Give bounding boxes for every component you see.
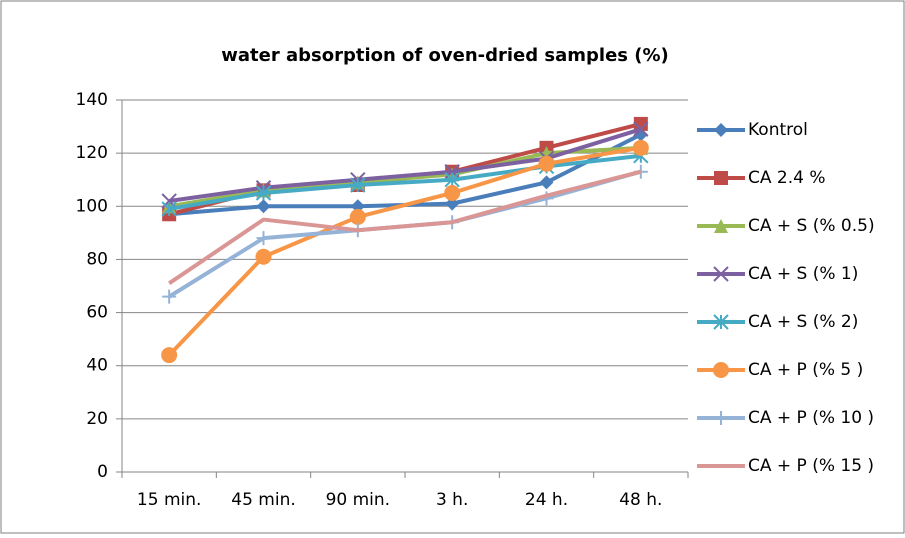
marker xyxy=(633,140,649,156)
marker xyxy=(444,185,460,201)
legend-label: CA + S (% 2) xyxy=(748,312,858,332)
legend-label: CA + P (% 10 ) xyxy=(748,408,874,428)
legend-label: CA + P (% 5 ) xyxy=(748,360,863,380)
legend-label: Kontrol xyxy=(748,120,808,140)
y-tick-label: 60 xyxy=(86,303,108,323)
x-tick-label: 3 h. xyxy=(436,490,468,510)
legend-label: CA + P (% 15 ) xyxy=(748,456,874,476)
marker xyxy=(539,156,555,172)
x-tick-label: 90 min. xyxy=(326,490,391,510)
legend-label: CA + S (% 1) xyxy=(748,264,858,284)
x-tick-label: 45 min. xyxy=(231,490,296,510)
x-tick-label: 15 min. xyxy=(137,490,202,510)
chart-title: water absorption of oven-dried samples (… xyxy=(221,45,669,66)
y-tick-label: 80 xyxy=(86,249,108,269)
y-tick-label: 140 xyxy=(76,90,108,110)
marker xyxy=(256,249,272,265)
legend-label: CA 2.4 % xyxy=(748,168,826,188)
y-tick-label: 0 xyxy=(97,462,108,482)
y-tick-label: 20 xyxy=(86,409,108,429)
legend-marker xyxy=(714,171,728,185)
marker xyxy=(161,347,177,363)
y-tick-label: 100 xyxy=(76,196,108,216)
x-tick-label: 48 h. xyxy=(619,490,662,510)
legend-label: CA + S (% 0.5) xyxy=(748,216,875,236)
y-tick-label: 40 xyxy=(86,356,108,376)
marker xyxy=(350,209,366,225)
x-tick-label: 24 h. xyxy=(525,490,568,510)
y-tick-label: 120 xyxy=(76,143,108,163)
legend-marker xyxy=(713,362,729,378)
